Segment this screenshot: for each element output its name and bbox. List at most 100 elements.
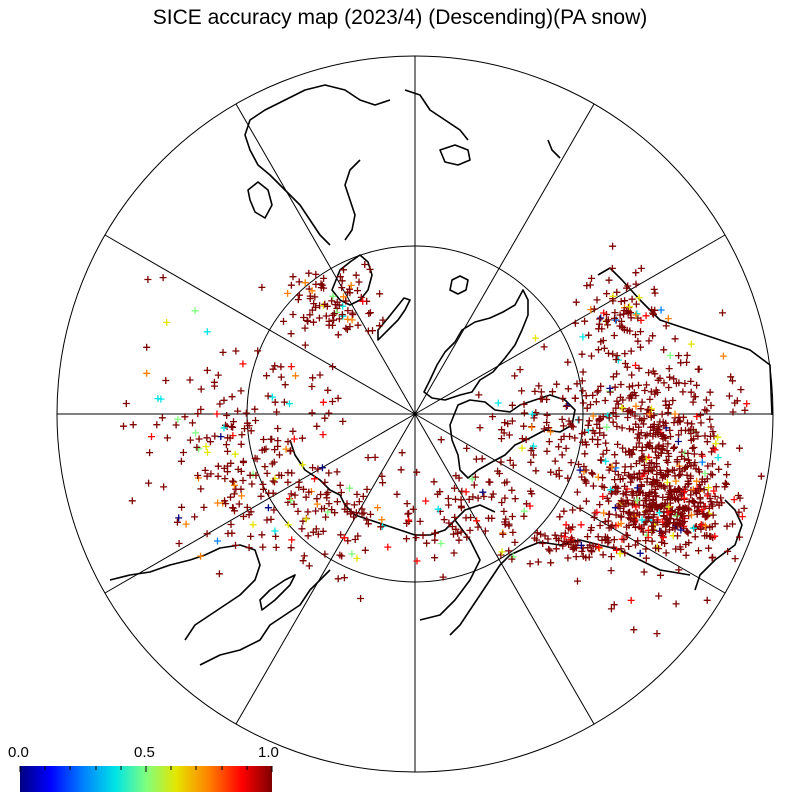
accuracy-marker <box>163 318 171 326</box>
accuracy-marker <box>600 509 608 517</box>
accuracy-marker <box>675 496 683 504</box>
accuracy-marker <box>735 508 743 516</box>
accuracy-marker <box>657 306 665 314</box>
europe-coast <box>244 84 391 246</box>
accuracy-marker <box>719 352 727 360</box>
accuracy-marker <box>690 461 698 469</box>
accuracy-marker <box>599 493 607 500</box>
accuracy-marker <box>271 362 279 370</box>
accuracy-marker <box>505 522 513 530</box>
accuracy-marker <box>689 444 696 452</box>
accuracy-marker <box>287 363 295 371</box>
accuracy-marker <box>197 485 205 493</box>
accuracy-marker <box>665 468 673 476</box>
accuracy-marker <box>736 494 744 502</box>
accuracy-marker <box>674 532 681 540</box>
accuracy-marker <box>286 400 293 408</box>
accuracy-marker <box>743 400 751 408</box>
accuracy-marker <box>300 314 308 321</box>
accuracy-marker <box>645 369 653 377</box>
accuracy-marker <box>687 340 695 348</box>
accuracy-marker <box>700 486 708 494</box>
accuracy-marker <box>705 544 713 552</box>
accuracy-marker <box>659 418 667 426</box>
accuracy-marker <box>543 419 551 426</box>
accuracy-marker <box>207 470 215 478</box>
accuracy-marker <box>637 429 645 437</box>
accuracy-marker <box>419 531 427 539</box>
accuracy-marker <box>625 521 633 529</box>
accuracy-marker <box>540 425 548 433</box>
accuracy-marker <box>488 493 496 501</box>
accuracy-marker <box>154 395 162 403</box>
accuracy-marker <box>665 365 673 373</box>
accuracy-marker <box>651 448 659 456</box>
accuracy-marker <box>664 440 672 448</box>
accuracy-marker <box>310 318 317 326</box>
accuracy-marker <box>474 494 482 502</box>
accuracy-marker <box>703 407 711 415</box>
accuracy-marker <box>560 507 568 515</box>
accuracy-marker <box>562 402 570 410</box>
accuracy-marker <box>331 509 339 517</box>
accuracy-marker <box>604 517 612 525</box>
accuracy-marker <box>697 411 704 419</box>
accuracy-marker <box>523 500 530 508</box>
accuracy-marker <box>619 444 627 452</box>
accuracy-marker <box>675 566 683 574</box>
accuracy-marker <box>684 419 691 427</box>
accuracy-marker <box>705 484 712 492</box>
accuracy-marker <box>340 574 348 582</box>
accuracy-marker <box>614 471 622 479</box>
accuracy-marker <box>659 431 667 439</box>
accuracy-marker <box>193 443 201 451</box>
accuracy-marker <box>649 467 656 475</box>
accuracy-marker <box>648 522 656 530</box>
accuracy-marker <box>541 532 549 540</box>
accuracy-marker <box>243 419 251 427</box>
accuracy-marker <box>247 427 255 435</box>
accuracy-marker <box>145 479 153 487</box>
accuracy-marker <box>203 472 211 480</box>
accuracy-marker <box>516 366 524 374</box>
accuracy-marker <box>224 447 231 455</box>
accuracy-marker <box>457 502 465 510</box>
accuracy-marker <box>245 544 253 552</box>
accuracy-marker <box>651 289 659 297</box>
accuracy-marker <box>365 310 373 317</box>
iceland-coast <box>439 144 471 166</box>
accuracy-marker <box>655 441 663 449</box>
accuracy-marker <box>238 492 245 500</box>
accuracy-marker <box>197 405 205 413</box>
accuracy-marker <box>558 415 566 423</box>
accuracy-marker <box>659 442 667 450</box>
accuracy-marker <box>617 298 625 305</box>
accuracy-marker <box>350 513 358 521</box>
accuracy-marker <box>738 513 746 521</box>
accuracy-marker <box>637 405 645 413</box>
accuracy-marker <box>670 466 678 474</box>
accuracy-marker <box>723 480 730 488</box>
accuracy-marker <box>709 460 716 468</box>
accuracy-marker <box>607 490 615 498</box>
accuracy-marker <box>676 486 684 494</box>
accuracy-marker <box>350 501 358 509</box>
accuracy-marker <box>661 484 669 492</box>
accuracy-marker <box>318 464 326 472</box>
accuracy-marker <box>344 288 352 296</box>
accuracy-marker <box>585 331 593 339</box>
accuracy-marker <box>182 520 190 528</box>
accuracy-marker <box>197 552 205 560</box>
accuracy-marker <box>605 524 613 532</box>
accuracy-marker <box>660 508 668 516</box>
accuracy-marker <box>499 530 507 538</box>
accuracy-marker <box>582 497 590 505</box>
accuracy-marker <box>413 557 421 565</box>
accuracy-marker <box>586 281 594 289</box>
accuracy-marker <box>476 424 484 432</box>
accuracy-marker <box>528 410 536 418</box>
accuracy-marker <box>632 331 639 339</box>
accuracy-marker <box>376 290 384 298</box>
accuracy-marker <box>612 404 620 412</box>
accuracy-marker <box>657 482 665 490</box>
